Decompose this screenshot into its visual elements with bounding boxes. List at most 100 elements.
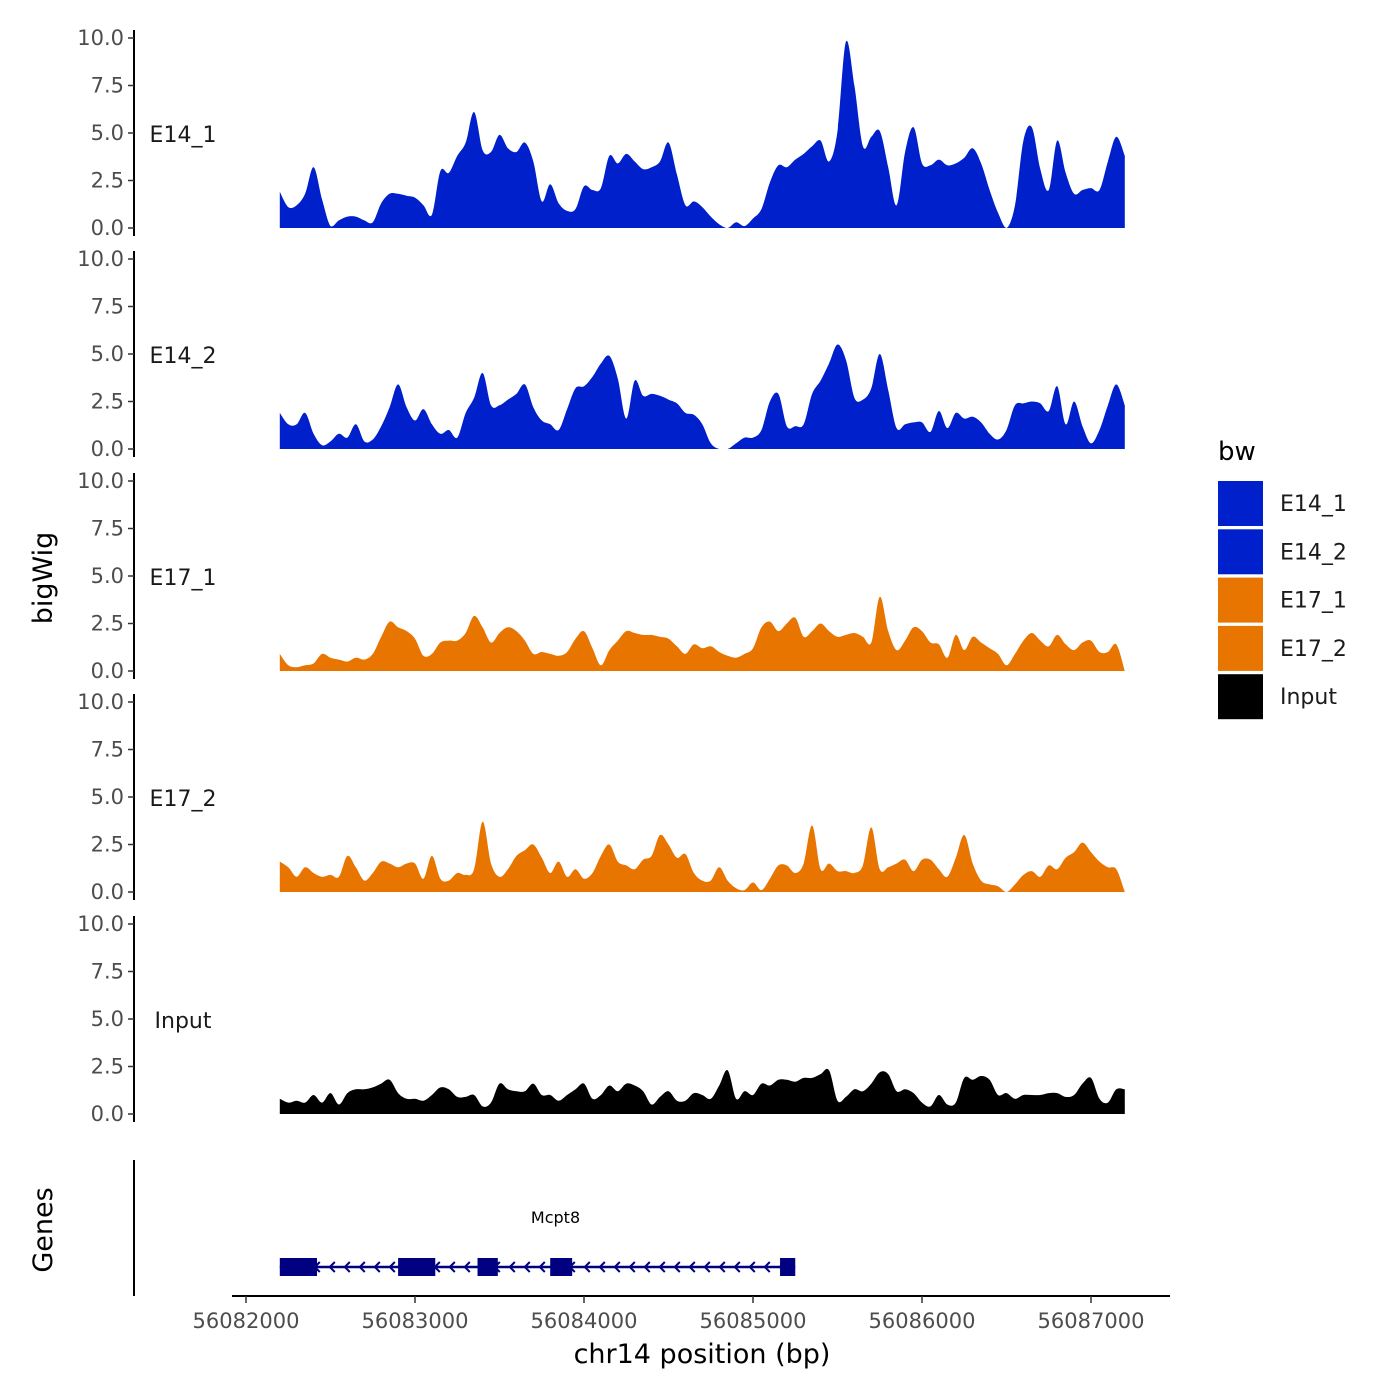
legend-entry-e17-1: E17_1	[1218, 577, 1347, 623]
strand-arrow	[718, 1261, 726, 1273]
y-tick-label: 10.0	[77, 247, 124, 271]
track-e14-1: 0.0 2.5 5.0 7.5 10.0 E14_1	[77, 26, 1125, 240]
x-axis-title: chr14 position (bp)	[574, 1339, 831, 1370]
strand-arrow	[673, 1261, 681, 1273]
legend-label: E14_1	[1280, 492, 1347, 517]
strand-arrow	[733, 1261, 741, 1273]
legend-swatch	[1218, 577, 1263, 623]
legend-title: bw	[1218, 437, 1256, 467]
y-tick-label: 5.0	[91, 121, 124, 145]
strand-arrow	[628, 1261, 636, 1273]
y-tick-label: 2.5	[91, 390, 124, 414]
bigwig-tracks: 0.0 2.5 5.0 7.5 10.0 E14_1 0.0 2.5 5.0 7.5 10.0 E14…	[77, 26, 1125, 1126]
strand-arrow	[508, 1261, 516, 1273]
y-tick-label: 7.5	[91, 517, 124, 541]
x-tick-label: 56087000	[1038, 1309, 1145, 1333]
track-e17-1: 0.0 2.5 5.0 7.5 10.0 E17_1	[77, 469, 1125, 683]
y-tick-label: 7.5	[91, 960, 124, 984]
y-tick-label: 5.0	[91, 785, 124, 809]
y-tick-label: 10.0	[77, 26, 124, 50]
y-tick-label: 10.0	[77, 912, 124, 936]
track-label: E14_1	[150, 123, 217, 148]
legend-swatch	[1218, 481, 1263, 526]
coverage-area	[279, 1068, 1125, 1114]
strand-arrow	[613, 1261, 621, 1273]
legend-swatch	[1218, 529, 1263, 575]
y-tick-label: 2.5	[91, 612, 124, 636]
strand-arrow	[598, 1261, 606, 1273]
strand-arrow	[538, 1261, 546, 1273]
genes-panel: Mcpt8	[133, 1160, 796, 1296]
exon-block	[477, 1258, 498, 1276]
legend-label: E14_2	[1280, 540, 1347, 565]
gene-mcpt8: Mcpt8	[279, 1208, 796, 1276]
genes-title-group: Genes	[28, 1187, 59, 1272]
y-tick-label: 7.5	[91, 74, 124, 98]
legend-entry-input: Input	[1218, 674, 1337, 720]
gene-name-label: Mcpt8	[531, 1208, 580, 1227]
strand-arrow	[463, 1261, 471, 1273]
track-label: E14_2	[150, 344, 217, 369]
strand-arrow	[448, 1261, 456, 1273]
strand-arrow	[583, 1261, 591, 1273]
strand-arrow	[328, 1261, 336, 1273]
y-tick-label: 0.0	[91, 437, 124, 461]
strand-arrow	[703, 1261, 711, 1273]
strand-arrow	[523, 1261, 531, 1273]
x-tick-label: 56084000	[531, 1309, 638, 1333]
strand-arrow	[373, 1261, 381, 1273]
y-axis-title-group: bigWig	[28, 532, 59, 625]
y-tick-label: 2.5	[91, 169, 124, 193]
y-tick-label: 2.5	[91, 833, 124, 857]
strand-arrow	[358, 1261, 366, 1273]
strand-arrow	[388, 1261, 396, 1273]
legend-entry-e14-2: E14_2	[1218, 529, 1347, 575]
y-tick-label: 0.0	[91, 659, 124, 683]
exon-block	[780, 1258, 796, 1276]
exon-block	[550, 1258, 573, 1276]
track-label: E17_2	[150, 787, 217, 812]
exon-block	[398, 1258, 436, 1276]
y-tick-label: 5.0	[91, 564, 124, 588]
x-tick-label: 56086000	[869, 1309, 976, 1333]
track-e14-2: 0.0 2.5 5.0 7.5 10.0 E14_2	[77, 247, 1125, 461]
legend-swatch	[1218, 674, 1263, 720]
track-input: 0.0 2.5 5.0 7.5 10.0 Input	[77, 912, 1125, 1126]
genes-panel-title: Genes	[28, 1187, 59, 1272]
legend-entry-e17-2: E17_2	[1218, 625, 1347, 671]
legend-entry-e14-1: E14_1	[1218, 481, 1347, 526]
coverage-area	[279, 40, 1125, 228]
y-tick-label: 5.0	[91, 342, 124, 366]
track-label: E17_1	[150, 566, 217, 591]
y-tick-label: 0.0	[91, 1102, 124, 1126]
strand-arrow	[763, 1261, 771, 1273]
strand-arrow	[748, 1261, 756, 1273]
strand-arrow	[643, 1261, 651, 1273]
y-tick-label: 5.0	[91, 1007, 124, 1031]
y-tick-label: 7.5	[91, 738, 124, 762]
legend-swatch	[1218, 625, 1263, 671]
x-tick-label: 56082000	[193, 1309, 300, 1333]
strand-arrow	[658, 1261, 666, 1273]
y-tick-label: 2.5	[91, 1055, 124, 1079]
legend: bw E14_1 E14_2 E17_1 E17_2 Input	[1218, 437, 1347, 720]
x-tick-label: 56083000	[362, 1309, 469, 1333]
coverage-area	[279, 344, 1125, 449]
y-tick-label: 0.0	[91, 880, 124, 904]
track-e17-2: 0.0 2.5 5.0 7.5 10.0 E17_2	[77, 690, 1125, 904]
x-axis: 56082000 56083000 56084000 56085000 56086000…	[193, 1295, 1170, 1333]
y-tick-label: 7.5	[91, 295, 124, 319]
y-tick-label: 10.0	[77, 469, 124, 493]
legend-label: E17_2	[1280, 637, 1347, 662]
y-axis-title: bigWig	[28, 532, 59, 625]
y-tick-label: 10.0	[77, 690, 124, 714]
y-tick-label: 0.0	[91, 216, 124, 240]
coverage-area	[279, 821, 1125, 892]
x-tick-label: 56085000	[700, 1309, 807, 1333]
track-label: Input	[155, 1009, 212, 1034]
strand-arrow	[343, 1261, 351, 1273]
legend-label: E17_1	[1280, 589, 1347, 614]
coverage-area	[279, 596, 1125, 671]
exon-block	[279, 1258, 317, 1276]
